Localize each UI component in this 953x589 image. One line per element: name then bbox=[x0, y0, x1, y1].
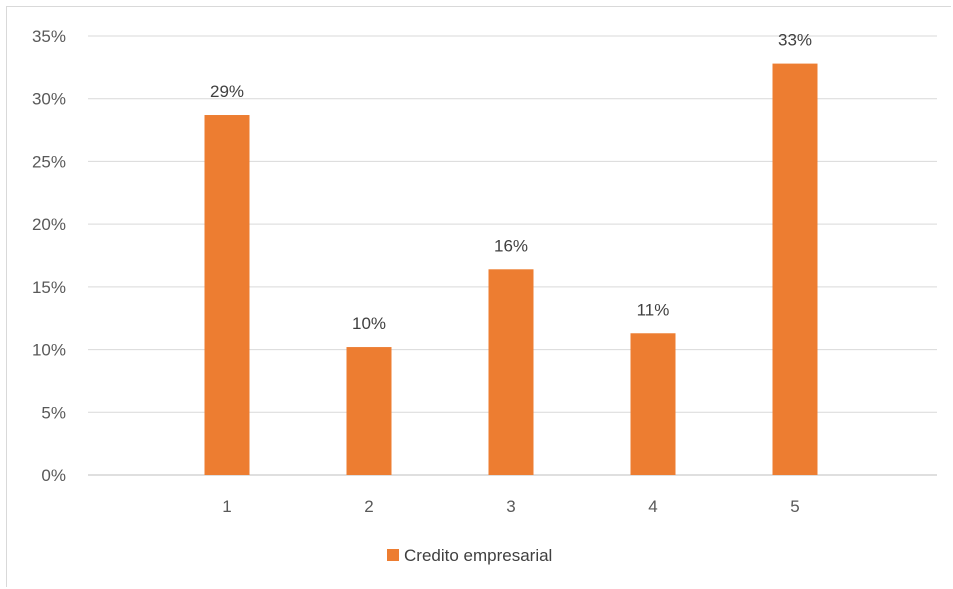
legend-swatch bbox=[387, 549, 399, 561]
x-tick-label: 2 bbox=[364, 497, 373, 516]
y-tick-label: 35% bbox=[32, 27, 66, 46]
data-label: 33% bbox=[778, 31, 812, 50]
legend-label: Credito empresarial bbox=[404, 546, 552, 565]
data-label: 16% bbox=[494, 236, 528, 255]
bar bbox=[204, 115, 250, 476]
y-axis-tick-labels: 0% 5% 10% 15% 20% 25% 30% 35% bbox=[32, 27, 66, 485]
y-tick-label: 15% bbox=[32, 278, 66, 297]
x-tick-label: 1 bbox=[222, 497, 231, 516]
data-labels: 29% 10% 16% 11% 33% bbox=[210, 31, 812, 333]
bar bbox=[772, 63, 818, 475]
bar bbox=[346, 347, 392, 475]
y-tick-label: 30% bbox=[32, 90, 66, 109]
bars bbox=[204, 63, 818, 476]
bar bbox=[488, 269, 534, 475]
bar bbox=[630, 333, 676, 475]
y-tick-label: 5% bbox=[41, 403, 66, 422]
data-label: 29% bbox=[210, 82, 244, 101]
y-tick-label: 20% bbox=[32, 215, 66, 234]
legend: Credito empresarial bbox=[387, 546, 552, 565]
x-tick-label: 3 bbox=[506, 497, 515, 516]
y-tick-label: 10% bbox=[32, 341, 66, 360]
x-tick-label: 5 bbox=[790, 497, 799, 516]
y-tick-label: 0% bbox=[41, 466, 66, 485]
data-label: 10% bbox=[352, 314, 386, 333]
x-tick-label: 4 bbox=[648, 497, 657, 516]
data-label: 11% bbox=[637, 300, 670, 319]
x-axis-tick-labels: 1 2 3 4 5 bbox=[222, 497, 799, 516]
y-tick-label: 25% bbox=[32, 152, 66, 171]
